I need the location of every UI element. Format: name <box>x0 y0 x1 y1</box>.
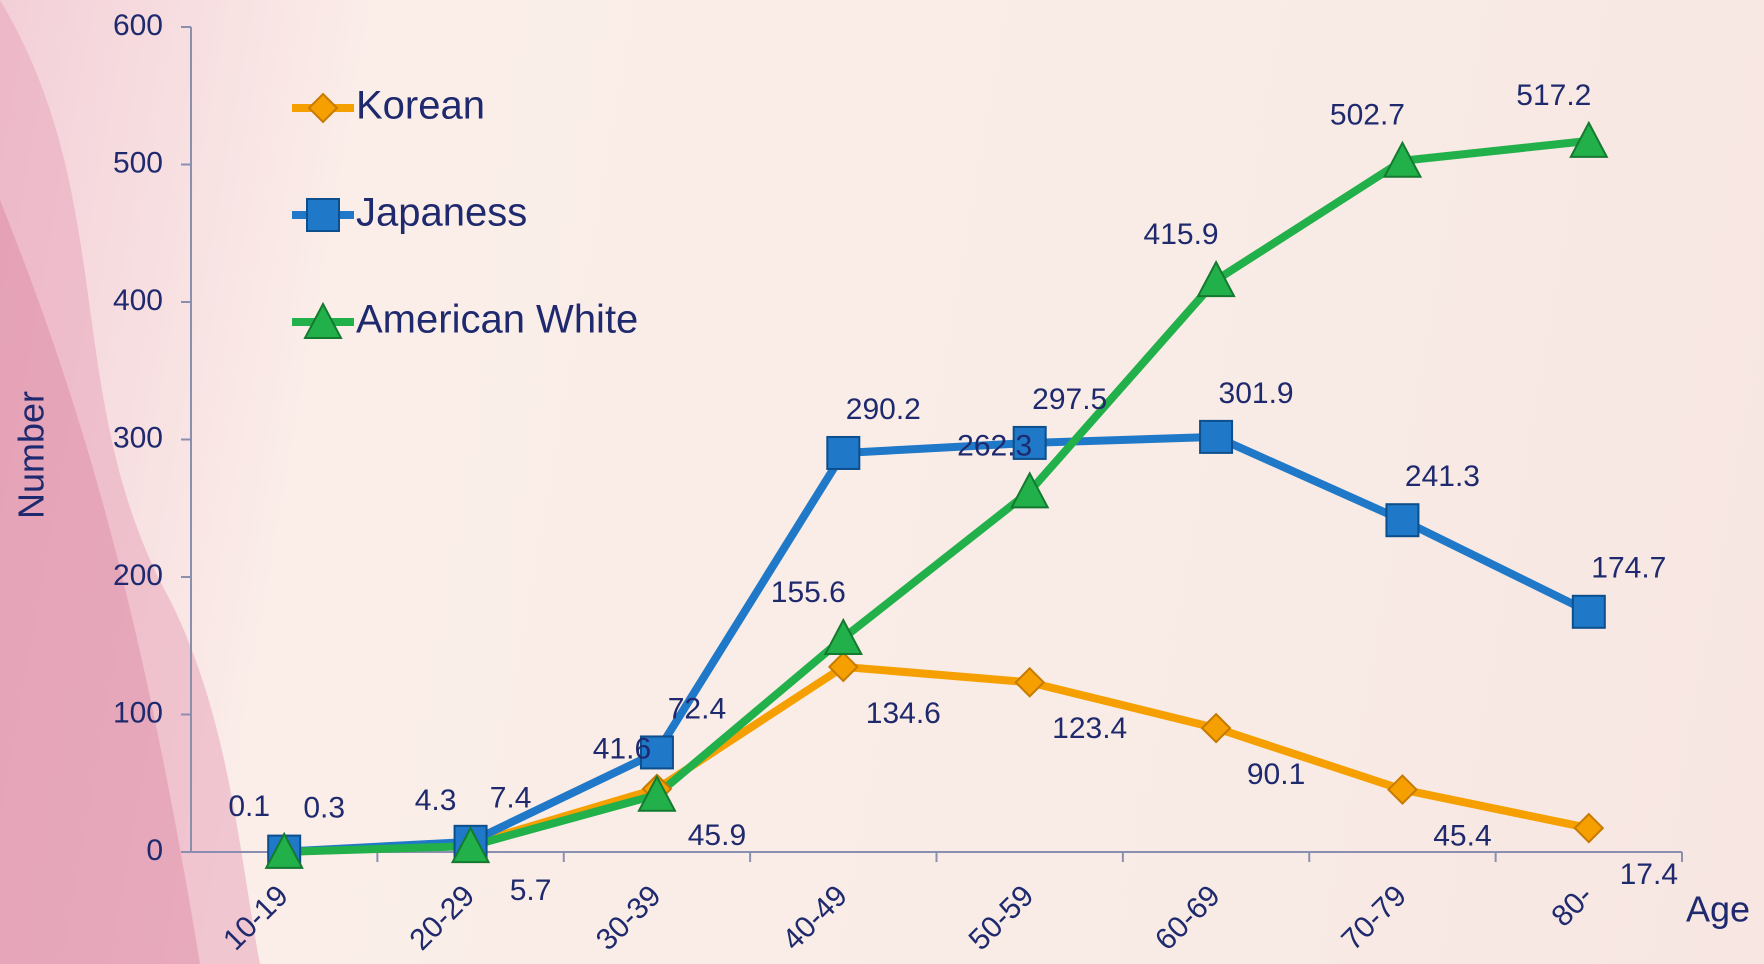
point <box>1388 776 1416 804</box>
data-label: 17.4 <box>1620 858 1678 891</box>
x-tick-label: 70-79 <box>1335 879 1413 957</box>
y-tick-label: 600 <box>113 9 163 42</box>
data-label: 155.6 <box>771 576 846 609</box>
legend-label: Japaness <box>356 191 527 235</box>
series-line <box>284 141 1589 852</box>
data-label: 123.4 <box>1052 712 1127 745</box>
y-tick-label: 0 <box>146 834 163 867</box>
x-tick-label: 40-49 <box>776 879 854 957</box>
legend-marker <box>309 94 337 122</box>
y-tick-label: 400 <box>113 284 163 317</box>
data-label: 41.6 <box>593 733 651 766</box>
point <box>1202 714 1230 742</box>
point <box>1198 262 1234 296</box>
data-label: 297.5 <box>1032 383 1107 416</box>
x-axis-label: Age <box>1686 889 1750 930</box>
series-line <box>284 667 1589 852</box>
point <box>1016 668 1044 696</box>
data-label: 134.6 <box>866 697 941 730</box>
data-label: 415.9 <box>1144 218 1219 251</box>
point <box>1573 596 1605 628</box>
point <box>1386 504 1418 536</box>
data-label: 90.1 <box>1247 758 1305 791</box>
data-label: 4.3 <box>415 784 457 817</box>
x-tick-label: 20-29 <box>404 879 482 957</box>
data-label: 517.2 <box>1516 79 1591 112</box>
point <box>1200 421 1232 453</box>
data-label: 5.7 <box>510 874 552 907</box>
data-label: 241.3 <box>1405 460 1480 493</box>
data-label: 502.7 <box>1330 99 1405 132</box>
legend-label: Korean <box>356 84 485 128</box>
background-swirl <box>0 200 200 964</box>
point <box>827 437 859 469</box>
data-label: 290.2 <box>846 393 921 426</box>
data-label: 0.1 <box>228 790 270 823</box>
data-label: 45.9 <box>688 819 746 852</box>
x-tick-label: 50-59 <box>963 879 1041 957</box>
y-tick-label: 500 <box>113 146 163 179</box>
y-tick-label: 300 <box>113 421 163 454</box>
x-tick-label: 80- <box>1545 879 1599 933</box>
x-tick-label: 30-39 <box>590 879 668 957</box>
legend-marker <box>307 199 339 231</box>
y-tick-label: 100 <box>113 696 163 729</box>
legend-label: American White <box>356 298 638 342</box>
data-label: 0.3 <box>303 792 345 825</box>
data-label: 7.4 <box>490 782 532 815</box>
data-label: 174.7 <box>1591 552 1666 585</box>
data-label: 301.9 <box>1219 377 1294 410</box>
data-label: 72.4 <box>668 692 726 725</box>
point <box>1575 814 1603 842</box>
y-tick-label: 200 <box>113 559 163 592</box>
data-label: 262.3 <box>957 429 1032 462</box>
y-axis-label: Number <box>11 391 52 519</box>
chart: Number Age 010020030040050060010-1920-29… <box>0 0 1764 964</box>
data-label: 45.4 <box>1433 819 1491 852</box>
x-tick-label: 60-69 <box>1149 879 1227 957</box>
